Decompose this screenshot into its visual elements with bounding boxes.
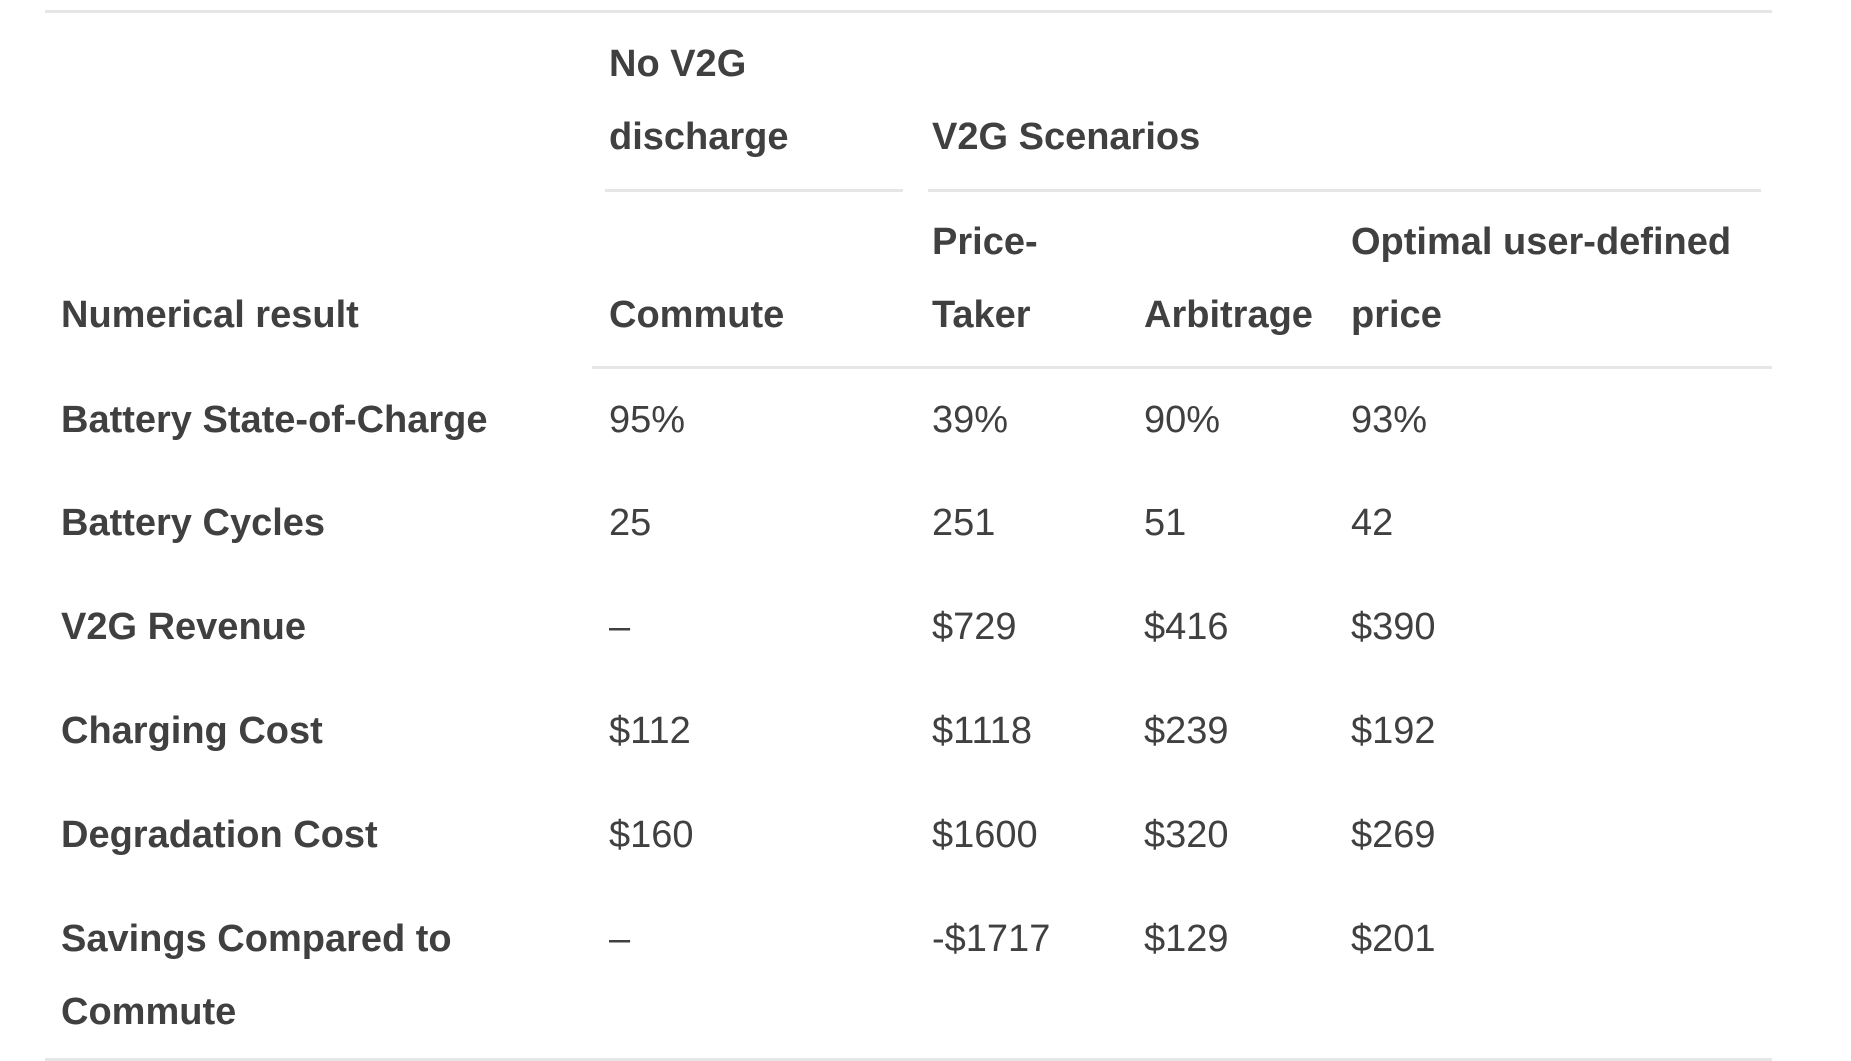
cell-optimal: 93% [1351, 399, 1428, 441]
cell-price-taker: $729 [932, 606, 1017, 648]
column-header-commute: Commute [609, 294, 785, 336]
table-top-border [45, 10, 1772, 13]
row-label: V2G Revenue [61, 606, 306, 648]
cell-optimal: 42 [1351, 502, 1394, 544]
column-header-optimal-line2: price [1351, 294, 1442, 336]
cell-commute: – [609, 606, 631, 648]
row-label-line1: Savings Compared to [61, 918, 452, 960]
cell-optimal: $269 [1351, 814, 1436, 856]
cell-optimal: $201 [1351, 918, 1436, 960]
cell-optimal: $192 [1351, 710, 1436, 752]
cell-arbitrage: $239 [1144, 710, 1229, 752]
row-label: Degradation Cost [61, 814, 378, 856]
row-label: Battery Cycles [61, 502, 326, 544]
cell-arbitrage: $416 [1144, 606, 1229, 648]
cell-price-taker: $1600 [932, 814, 1038, 856]
group-underline-v2g-scenarios [928, 189, 1761, 192]
cell-optimal: $390 [1351, 606, 1436, 648]
column-header-price-taker-line1: Price- [932, 221, 1038, 263]
cell-arbitrage: $320 [1144, 814, 1229, 856]
row-label: Charging Cost [61, 710, 323, 752]
cell-price-taker: 39% [932, 399, 1009, 441]
group-header-v2g-scenarios: V2G Scenarios [932, 116, 1201, 158]
cell-price-taker: -$1717 [932, 918, 1051, 960]
cell-commute: $160 [609, 814, 694, 856]
group-underline-no-v2g [605, 189, 903, 192]
row-label-line2: Commute [61, 991, 237, 1033]
column-header-arbitrage: Arbitrage [1144, 294, 1313, 336]
cell-commute: 95% [609, 399, 686, 441]
cell-commute: $112 [609, 710, 691, 752]
cell-arbitrage: $129 [1144, 918, 1229, 960]
group-header-no-v2g-line2: discharge [609, 116, 789, 158]
cell-price-taker: $1118 [932, 710, 1033, 752]
cell-price-taker: 251 [932, 502, 996, 544]
column-header-price-taker-line2: Taker [932, 294, 1031, 336]
column-header-optimal-line1: Optimal user-defined [1351, 221, 1732, 263]
cell-arbitrage: 51 [1144, 502, 1187, 544]
group-header-no-v2g-line1: No V2G [609, 43, 747, 85]
row-label: Battery State-of-Charge [61, 399, 488, 441]
cell-arbitrage: 90% [1144, 399, 1221, 441]
header-bottom-border [592, 366, 1772, 369]
cell-commute: – [609, 918, 631, 960]
table-bottom-border-visible [45, 1058, 1772, 1061]
column-header-numerical-result: Numerical result [61, 294, 359, 336]
cell-commute: 25 [609, 502, 652, 544]
